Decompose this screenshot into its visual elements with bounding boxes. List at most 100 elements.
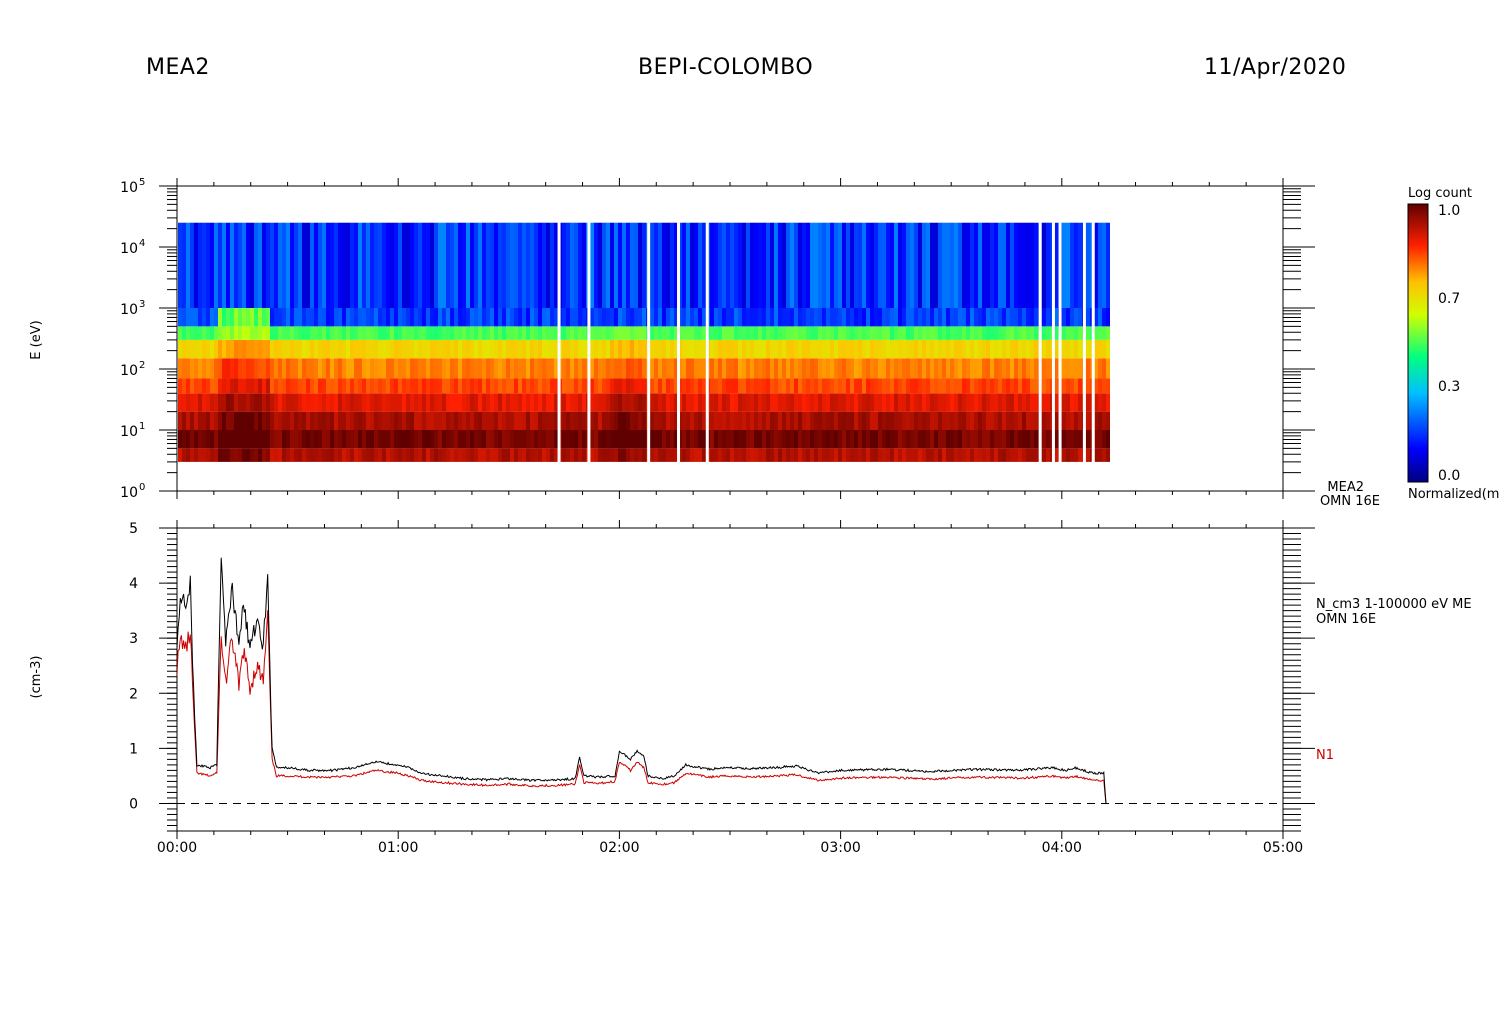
spectrogram-cell	[638, 308, 642, 327]
spectrogram-cell	[650, 378, 654, 394]
spectrogram-cell	[214, 430, 218, 449]
spectrogram-cell	[1070, 326, 1074, 340]
spectrogram-cell	[702, 326, 706, 340]
spectrogram-gap	[647, 186, 651, 491]
spectrogram-cell	[946, 222, 950, 308]
spectrogram-cell	[598, 339, 602, 359]
spectrogram-cell	[434, 448, 438, 462]
spectrogram-cell	[570, 448, 574, 462]
spectrogram-cell	[954, 326, 958, 340]
spectrogram-cell	[262, 393, 266, 412]
spectrogram-cell	[294, 411, 298, 430]
spectrogram-cell	[946, 308, 950, 327]
spectrogram-cell	[982, 378, 986, 394]
spectrogram-cell	[258, 378, 262, 394]
spectrogram-cell	[314, 339, 318, 359]
spectrogram-cell	[830, 411, 834, 430]
spectrogram-cell	[802, 393, 806, 412]
spectrogram-cell	[1030, 411, 1034, 430]
spectrogram-cell	[778, 448, 782, 462]
spectrogram-cell	[478, 378, 482, 394]
spectrogram-cell	[778, 358, 782, 379]
spectrogram-cell	[538, 308, 542, 327]
spectrogram-cell	[846, 393, 850, 412]
spectrogram-cell	[662, 430, 666, 449]
spectrogram-cell	[294, 378, 298, 394]
spectrogram-cell	[618, 448, 622, 462]
spectrogram-cell	[878, 448, 882, 462]
spectrogram-cell	[830, 393, 834, 412]
spectrogram-cell	[830, 448, 834, 462]
spectrogram-cell	[598, 393, 602, 412]
spectrogram-gap	[1051, 186, 1055, 491]
spectrogram-cell	[886, 411, 890, 430]
spectrogram-cell	[750, 222, 754, 308]
spectrogram-cell	[746, 411, 750, 430]
spectrogram-cell	[750, 326, 754, 340]
spectrogram-cell	[994, 339, 998, 359]
spectrogram-cell	[654, 448, 658, 462]
spectrogram-cell	[550, 308, 554, 327]
spectrogram-cell	[178, 222, 182, 308]
spectrogram-cell	[470, 378, 474, 394]
spectrogram-cell	[398, 358, 402, 379]
spectrogram-cell	[662, 378, 666, 394]
spectrogram-cell	[726, 378, 730, 394]
spectrogram-cell	[554, 430, 558, 449]
spectrogram-cell	[794, 222, 798, 308]
spectrogram-cell	[854, 378, 858, 394]
spectrogram-cell	[898, 393, 902, 412]
spectrogram-cell	[1006, 222, 1010, 308]
spectrogram-cell	[482, 393, 486, 412]
spectrogram-cell	[942, 448, 946, 462]
spectrogram-cell	[654, 411, 658, 430]
spectrogram-cell	[1066, 308, 1070, 327]
spectrogram-cell	[246, 222, 250, 308]
spectrogram-cell	[762, 358, 766, 379]
spectrogram-cell	[254, 430, 258, 449]
spectrogram-cell	[414, 393, 418, 412]
spectrogram-cell	[370, 430, 374, 449]
spectrogram-cell	[694, 430, 698, 449]
spectrogram-cell	[426, 378, 430, 394]
density-y-label: (cm-3)	[29, 656, 44, 699]
spectrogram-cell	[506, 448, 510, 462]
spectrogram-cell	[186, 448, 190, 462]
spectrogram-cell	[778, 339, 782, 359]
spectrogram-cell	[1066, 448, 1070, 462]
spectrogram-cell	[298, 222, 302, 308]
spectrogram-cell	[786, 411, 790, 430]
spectrogram-cell	[1098, 378, 1102, 394]
spectrogram-cell	[842, 411, 846, 430]
spectrogram-cell	[954, 448, 958, 462]
spectrogram-cell	[298, 393, 302, 412]
spectrogram-cell	[378, 326, 382, 340]
spectrogram-cell	[190, 448, 194, 462]
spectrogram-cell	[278, 358, 282, 379]
spectrogram-cell	[674, 448, 678, 462]
spectrogram-cell	[934, 378, 938, 394]
spectrogram-cell	[1078, 393, 1082, 412]
spectrogram-cell	[798, 411, 802, 430]
spectrogram-cell	[538, 411, 542, 430]
spectrogram-cell	[1006, 393, 1010, 412]
spectrogram-cell	[566, 339, 570, 359]
spectrogram-cell	[310, 393, 314, 412]
spectrogram-cell	[198, 378, 202, 394]
spectrogram-cell	[826, 378, 830, 394]
spectrogram-cell	[730, 393, 734, 412]
spectrogram-cell	[938, 448, 942, 462]
spectrogram-cell	[390, 430, 394, 449]
spectrogram-cell	[210, 326, 214, 340]
spectrogram-cell	[634, 430, 638, 449]
spectrogram-cell	[226, 308, 230, 327]
spectrogram-cell	[502, 430, 506, 449]
spectrogram-cell	[926, 378, 930, 394]
spectrogram-cell	[258, 326, 262, 340]
spectrogram-cell	[602, 411, 606, 430]
spectrogram-cell	[574, 222, 578, 308]
spectrogram-cell	[798, 326, 802, 340]
spectrogram-cell	[262, 378, 266, 394]
spectrogram-cell	[270, 430, 274, 449]
spectrogram-cell	[746, 448, 750, 462]
